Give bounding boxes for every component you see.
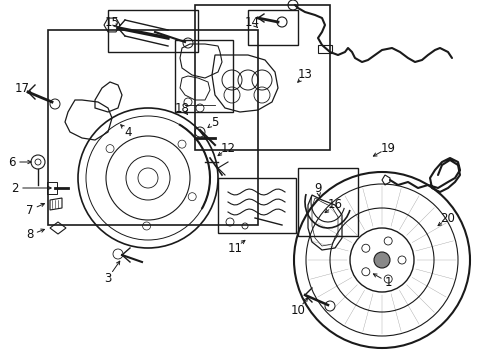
Text: 13: 13 bbox=[297, 68, 313, 81]
Bar bbox=[248, 10, 298, 45]
Text: 19: 19 bbox=[381, 141, 395, 154]
Text: 1: 1 bbox=[384, 275, 392, 288]
Text: 6: 6 bbox=[8, 156, 16, 168]
Bar bbox=[218, 178, 296, 233]
Text: 2: 2 bbox=[11, 181, 19, 194]
Text: 7: 7 bbox=[26, 203, 34, 216]
Text: 16: 16 bbox=[327, 198, 343, 211]
Text: 18: 18 bbox=[174, 102, 190, 114]
Bar bbox=[48, 30, 258, 225]
Bar bbox=[318, 45, 332, 53]
Text: 14: 14 bbox=[245, 15, 260, 28]
Text: 8: 8 bbox=[26, 229, 34, 242]
Text: 12: 12 bbox=[220, 141, 236, 154]
Text: 15: 15 bbox=[104, 15, 120, 28]
Bar bbox=[175, 40, 233, 112]
Text: 20: 20 bbox=[441, 211, 455, 225]
Bar bbox=[195, 5, 330, 150]
Text: 3: 3 bbox=[104, 271, 112, 284]
Bar bbox=[108, 10, 198, 52]
Text: 9: 9 bbox=[314, 181, 322, 194]
Text: 4: 4 bbox=[124, 126, 132, 139]
Text: 11: 11 bbox=[227, 242, 243, 255]
Text: 17: 17 bbox=[15, 81, 29, 94]
Text: 5: 5 bbox=[211, 116, 219, 129]
Circle shape bbox=[374, 252, 390, 268]
Text: 10: 10 bbox=[291, 303, 305, 316]
Bar bbox=[298, 168, 358, 236]
